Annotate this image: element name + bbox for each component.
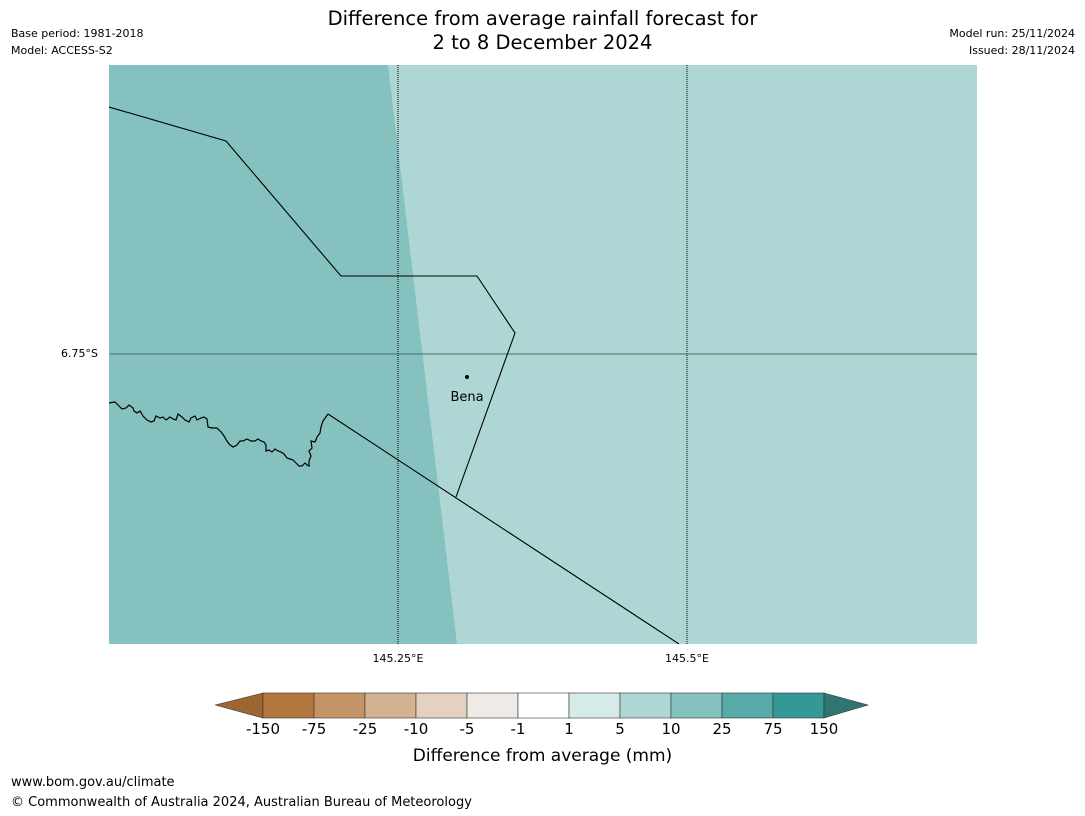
footer-url[interactable]: www.bom.gov.au/climate	[11, 775, 175, 790]
district-boundary	[109, 106, 516, 498]
tick-label: 25	[712, 720, 732, 738]
tick-label: -10	[403, 720, 429, 738]
map-title: Difference from average rainfall forecas…	[0, 7, 1085, 55]
lon-label-2: 145.5°E	[665, 652, 709, 665]
colorbar-cell	[466, 692, 519, 719]
tick-label: 5	[615, 720, 625, 738]
tick-label: 75	[763, 720, 783, 738]
district-boundary-south	[327, 413, 680, 644]
colorbar-cell	[619, 692, 672, 719]
tick-label: 10	[661, 720, 681, 738]
tick-label: 1	[564, 720, 574, 738]
colorbar-cell	[670, 692, 723, 719]
title-line-1: Difference from average rainfall forecas…	[327, 7, 758, 30]
footer: www.bom.gov.au/climate © Commonwealth of…	[11, 773, 472, 813]
colorbar-cell	[721, 692, 774, 719]
footer-copyright: © Commonwealth of Australia 2024, Austra…	[11, 795, 472, 810]
header-right-meta: Model run: 25/11/2024 Issued: 28/11/2024	[949, 25, 1075, 59]
colorbar-cell	[262, 692, 315, 719]
colorbar-cell	[364, 692, 417, 719]
colorbar-cell	[517, 692, 570, 719]
colorbar-cell	[415, 692, 468, 719]
colorbar-cell	[313, 692, 366, 719]
tick-label: -150	[245, 720, 281, 738]
colorbar-cell	[568, 692, 621, 719]
tick-label: -5	[459, 720, 475, 738]
base-period-text: Base period: 1981-2018	[11, 27, 144, 40]
town-label-bena: Bena	[450, 390, 483, 405]
town-marker-bena	[465, 375, 469, 379]
lat-label: 6.75°S	[61, 347, 98, 360]
model-run-text: Model run: 25/11/2024	[949, 27, 1075, 40]
issued-text: Issued: 28/11/2024	[968, 44, 1075, 57]
colorbar-cell	[772, 692, 825, 719]
tick-label: -25	[352, 720, 378, 738]
colorbar	[215, 692, 870, 719]
tick-label: 150	[809, 720, 839, 738]
tick-label: -75	[301, 720, 327, 738]
colorbar-tick-labels: -150 -75 -25 -10 -5 -1 1 5 10 25 75 150	[0, 720, 1085, 740]
lon-label-1: 145.25°E	[372, 652, 424, 665]
forecast-map[interactable]: Bena	[109, 65, 977, 644]
provincial-boundary	[109, 401, 329, 467]
title-line-2: 2 to 8 December 2024	[432, 31, 653, 54]
colorbar-extend-high	[823, 692, 870, 719]
header-left-meta: Base period: 1981-2018 Model: ACCESS-S2	[11, 25, 143, 59]
colorbar-extend-low	[215, 692, 264, 719]
model-text: Model: ACCESS-S2	[11, 44, 113, 57]
tick-label: -1	[510, 720, 526, 738]
colorbar-title: Difference from average (mm)	[412, 746, 673, 766]
